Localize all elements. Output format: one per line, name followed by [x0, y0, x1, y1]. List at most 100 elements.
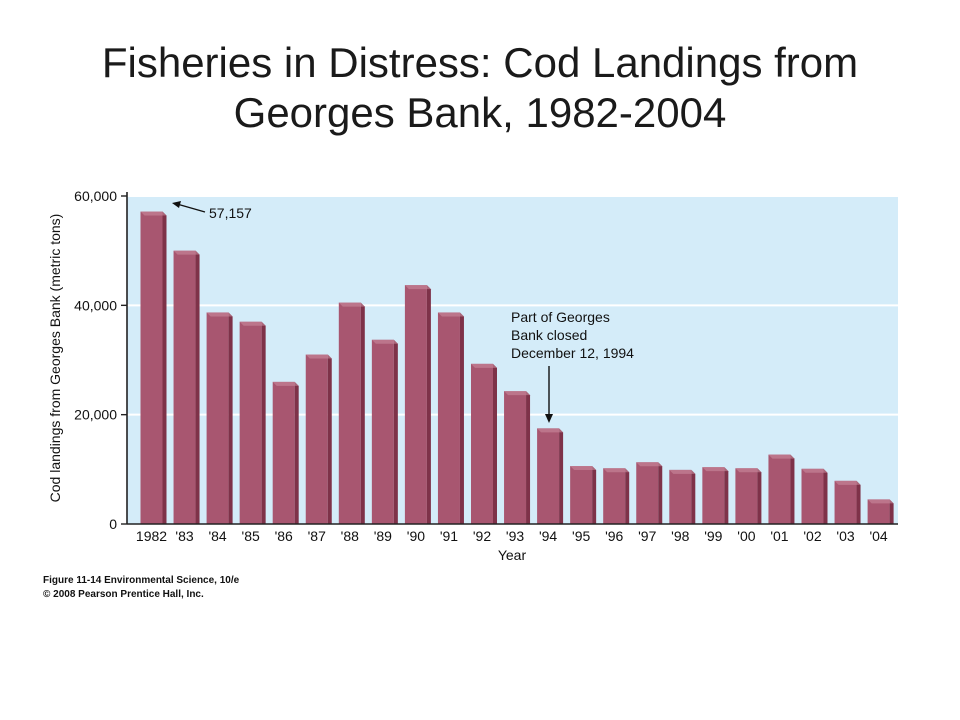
bar-98	[669, 469, 696, 524]
x-tick-label: '87	[308, 528, 326, 544]
title-line-2: Georges Bank, 1982-2004	[233, 89, 727, 136]
y-tick-label: 40,000	[74, 297, 117, 313]
x-tick-label: '90	[407, 528, 425, 544]
bar-front	[206, 312, 229, 524]
bar-front	[371, 339, 394, 524]
bar-front	[173, 250, 196, 524]
y-tick-label: 20,000	[74, 407, 117, 423]
bar-front	[471, 363, 493, 524]
bar-side	[790, 454, 795, 524]
x-tick-label: '03	[836, 528, 854, 544]
bar-99	[702, 467, 729, 524]
bar-side	[261, 321, 266, 524]
x-tick-label: '85	[242, 528, 260, 544]
bar-top	[537, 428, 564, 433]
x-tick-label: '00	[737, 528, 755, 544]
figure-credit: Figure 11-14 Environmental Science, 10/e…	[43, 574, 239, 602]
x-tick-label: '02	[803, 528, 821, 544]
bar-00	[735, 468, 762, 524]
x-tick-label: '95	[572, 528, 590, 544]
x-tick-label: '97	[638, 528, 656, 544]
bar-front	[140, 211, 163, 524]
bar-02	[801, 468, 828, 524]
bar-side	[625, 468, 630, 524]
bar-front	[570, 466, 593, 524]
bar-88	[338, 302, 365, 524]
bar-side	[691, 469, 696, 524]
bar-85	[239, 321, 266, 524]
bar-front	[603, 468, 626, 524]
bar-front	[437, 312, 460, 524]
bar-top	[140, 211, 167, 216]
bar-top	[768, 454, 795, 459]
bar-front	[338, 302, 361, 524]
bar-top	[603, 468, 630, 473]
bar-side	[327, 354, 332, 524]
bar-top	[206, 312, 233, 317]
x-tick-label: '01	[770, 528, 788, 544]
x-axis-label: Year	[498, 547, 527, 563]
x-tick-label: '96	[605, 528, 623, 544]
x-tick-label: 1982	[136, 528, 167, 544]
bar-side	[426, 285, 431, 524]
bar-side	[658, 462, 663, 524]
bar-96	[603, 468, 630, 524]
bar-top	[471, 363, 497, 368]
bar-front	[669, 469, 692, 524]
bar-top	[504, 391, 531, 396]
bar-top	[702, 467, 729, 472]
x-axis-ticks: 1982 '83 '84 '85 '86 '87 '88 '89 '90 '91 '92 '93 '94…	[136, 528, 888, 544]
bar-side	[889, 499, 894, 524]
title-line-1: Fisheries in Distress: Cod Landings from	[101, 39, 859, 86]
annotation-closure-line-1: Part of Georges	[511, 309, 610, 325]
bar-side	[856, 480, 861, 524]
bar-89	[371, 339, 398, 524]
bar-83	[173, 250, 200, 524]
annotation-peak-label: 57,157	[209, 205, 252, 221]
x-tick-label: '89	[374, 528, 392, 544]
bar-front	[537, 428, 560, 524]
bar-top	[437, 312, 464, 317]
bar-top	[801, 468, 828, 473]
bar-side	[195, 250, 200, 524]
x-tick-label: '91	[440, 528, 458, 544]
bar-03	[834, 480, 861, 524]
credit-line-1: Figure 11-14 Environmental Science, 10/e	[43, 575, 240, 586]
bar-top	[404, 285, 431, 290]
y-tick-label: 0	[109, 516, 117, 532]
annotation-closure-line-2: Bank closed	[511, 327, 587, 343]
bar-top	[636, 462, 663, 467]
x-tick-label: '04	[869, 528, 887, 544]
bar-04	[867, 499, 894, 524]
bar-side	[757, 468, 762, 524]
bar-front	[404, 285, 427, 524]
bar-side	[823, 468, 828, 524]
bar-side	[294, 381, 299, 524]
y-axis-label: Cod landings from Georges Bank (metric t…	[47, 214, 63, 503]
bar-top	[173, 250, 200, 255]
bar-top	[338, 302, 365, 307]
x-tick-label: '99	[704, 528, 722, 544]
bar-top	[272, 381, 299, 386]
bar-front	[504, 391, 527, 524]
x-tick-label: '92	[473, 528, 491, 544]
x-tick-label: '88	[341, 528, 359, 544]
bar-top	[834, 480, 861, 485]
bar-front	[834, 480, 857, 524]
bar-front	[768, 454, 791, 524]
bar-front	[239, 321, 262, 524]
bar-93	[504, 391, 531, 524]
bar-84	[206, 312, 233, 524]
bar-86	[272, 381, 299, 524]
bar-front	[735, 468, 758, 524]
bar-side	[592, 466, 597, 524]
bar-top	[239, 321, 266, 326]
bar-1982	[140, 211, 167, 524]
bar-side	[724, 467, 729, 524]
bars	[140, 211, 894, 524]
bar-side	[526, 391, 531, 524]
bar-side	[162, 211, 167, 524]
x-tick-label: '83	[175, 528, 193, 544]
bar-side	[493, 363, 497, 524]
